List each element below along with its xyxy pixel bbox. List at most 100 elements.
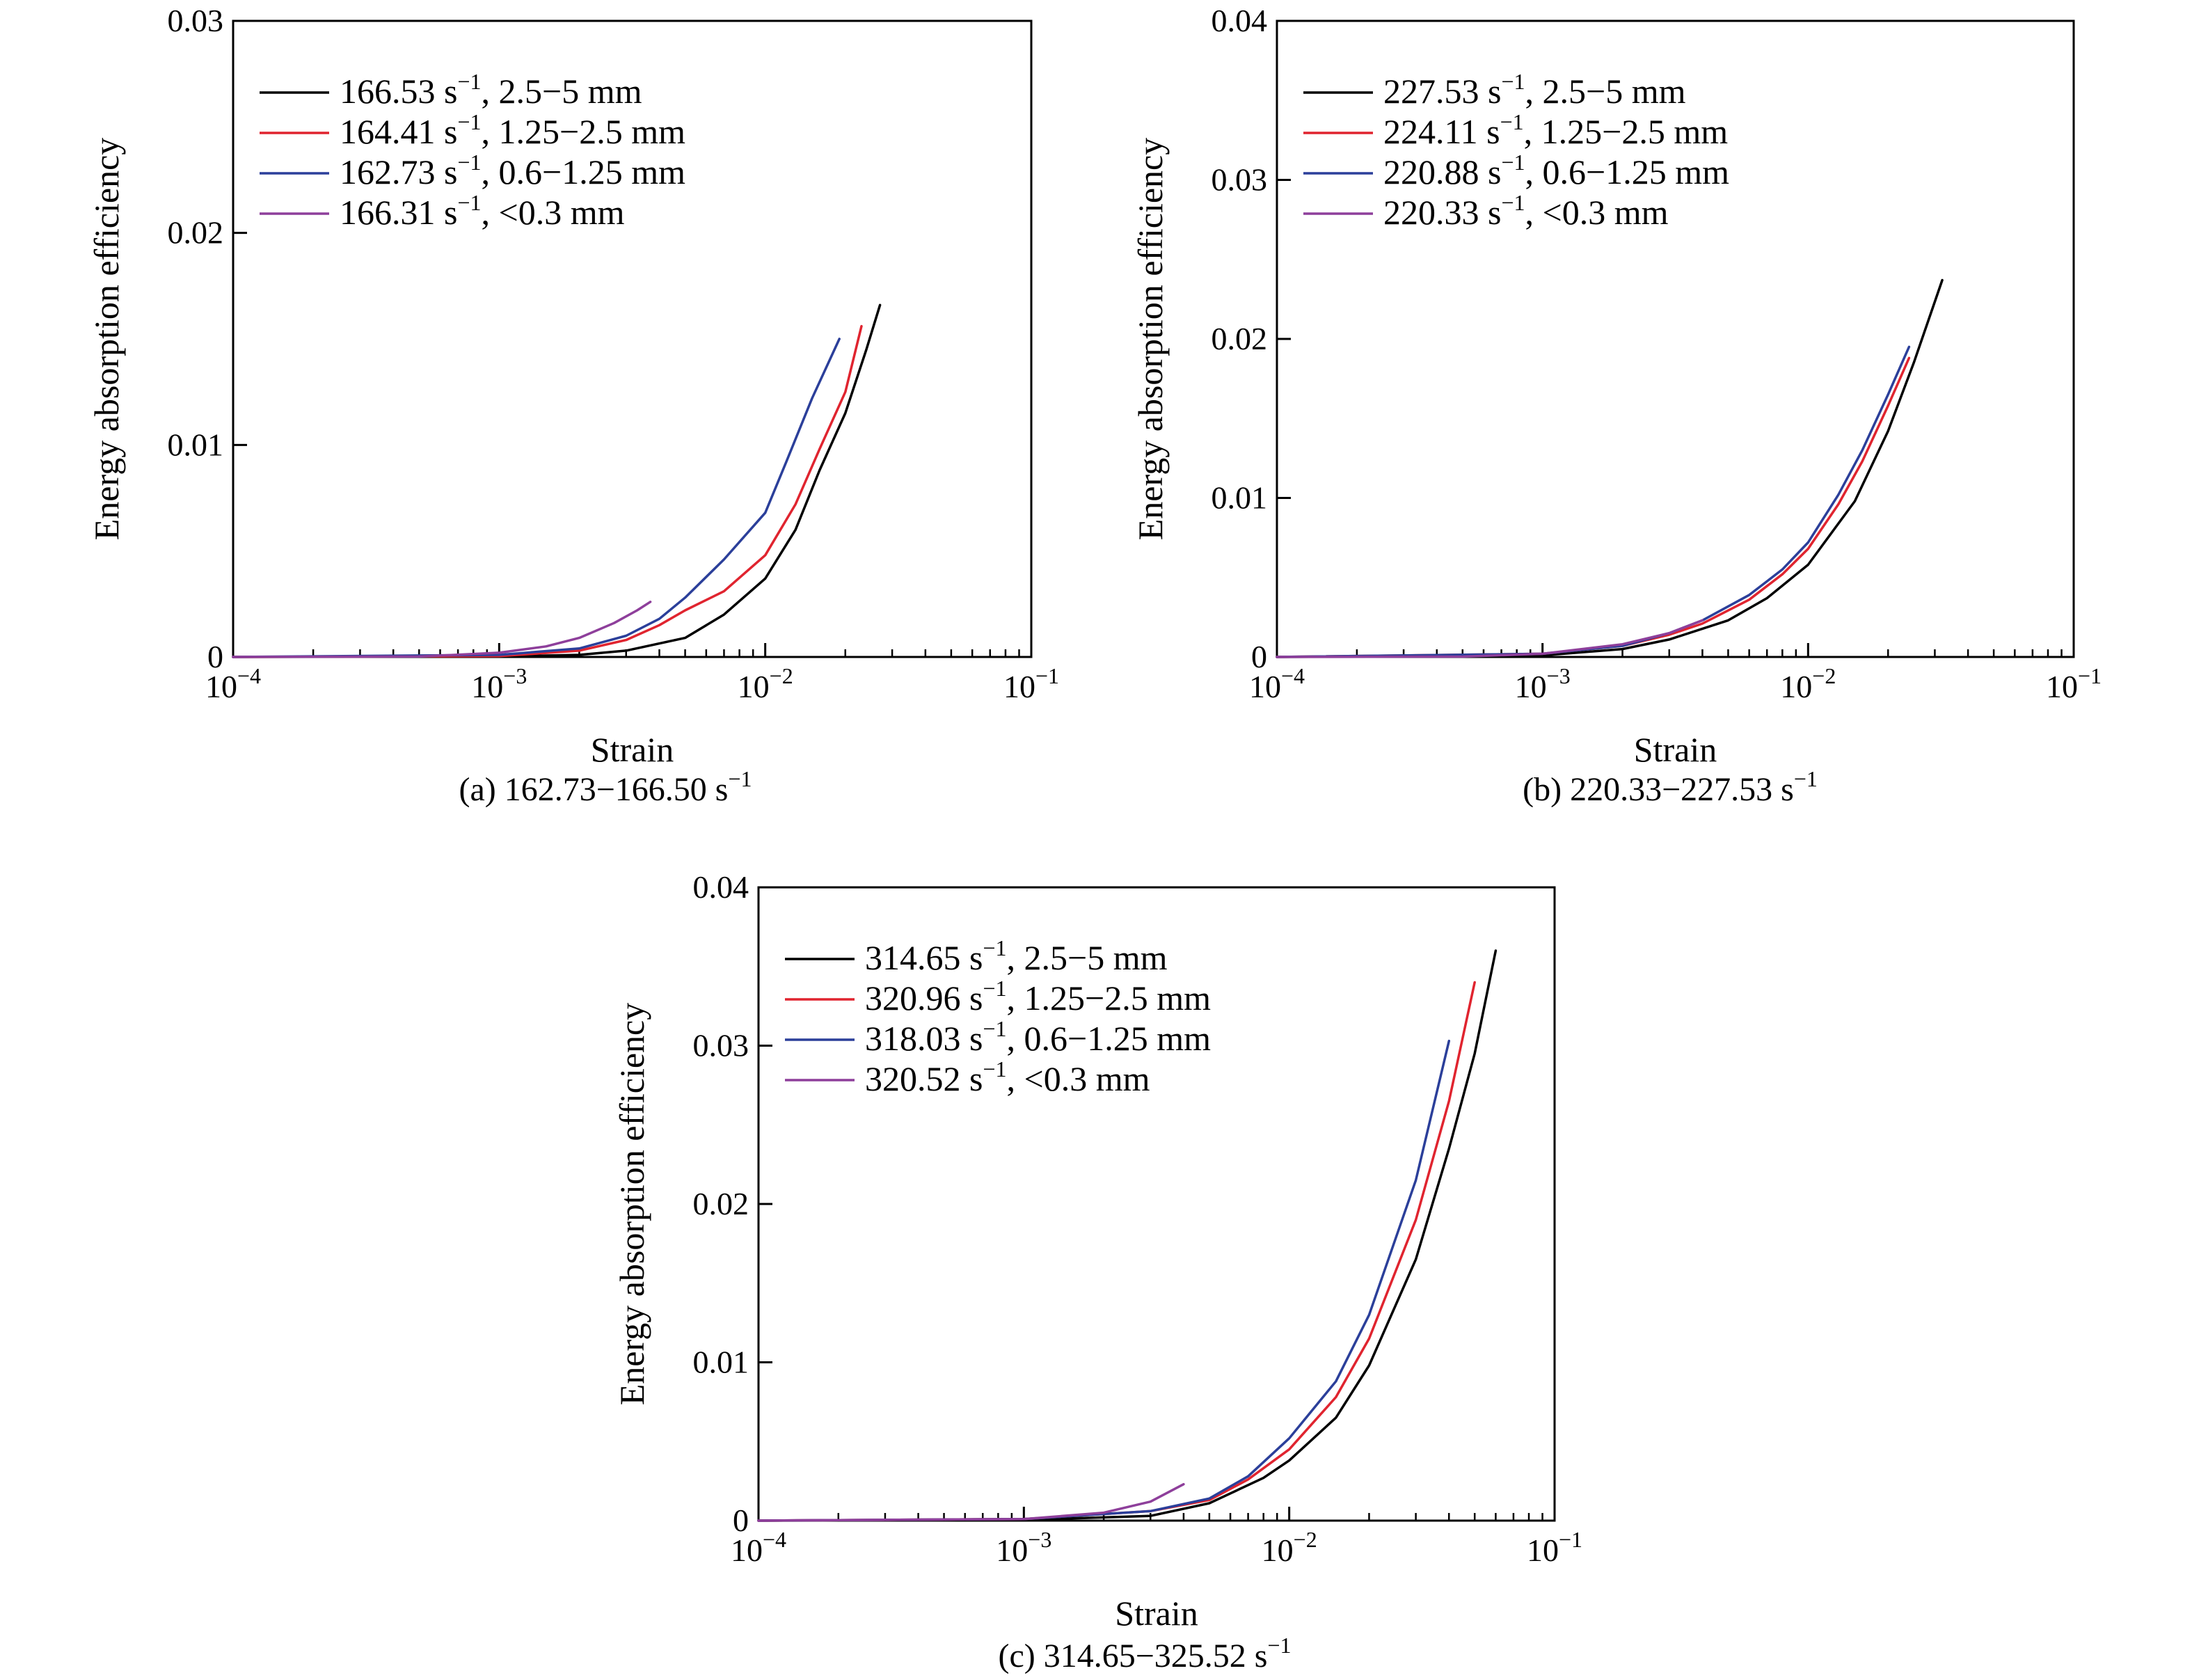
- y-tick-label: 0: [207, 639, 223, 674]
- caption-text: (a) 162.73−166.50 s: [459, 771, 728, 808]
- x-tick-base: 10: [1780, 669, 1812, 704]
- legend-entry-3: 220.33 s−1, <0.3 mm: [1383, 190, 1669, 232]
- legend-name: 318.03 s: [865, 1019, 983, 1058]
- x-tick-exponent: −3: [1547, 663, 1571, 688]
- series-line-3: [1276, 619, 1704, 658]
- legend-entry-0: 227.53 s−1, 2.5−5 mm: [1383, 69, 1686, 111]
- legend-tail: , 2.5−5 mm: [482, 72, 642, 111]
- legend-name: 166.53 s: [340, 72, 457, 111]
- x-tick-exponent: −4: [237, 663, 261, 688]
- x-tick-exponent: −2: [770, 663, 793, 688]
- chart-panel-0: 10−4 10−3 10−2 10−100.010.020.03StrainEnerg…: [87, 3, 1059, 808]
- x-tick-base: 10: [1515, 669, 1547, 704]
- legend-name: 220.33 s: [1383, 193, 1501, 232]
- y-tick-label: 0.04: [693, 869, 749, 905]
- legend-entry-1: 320.96 s−1, 1.25−2.5 mm: [865, 976, 1211, 1017]
- y-tick-label: 0.03: [693, 1028, 749, 1063]
- series-line-2: [232, 338, 841, 658]
- x-tick-exponent: −3: [1028, 1527, 1051, 1552]
- x-tick-label: 10−4: [1249, 663, 1305, 704]
- x-tick-base: 10: [1249, 669, 1281, 704]
- series-line-1: [1276, 356, 1911, 658]
- legend-tail: , 2.5−5 mm: [1525, 72, 1686, 111]
- x-axis-label: Strain: [1115, 1594, 1198, 1633]
- x-tick-base: 10: [731, 1532, 763, 1568]
- y-tick-label: 0.01: [168, 427, 224, 462]
- x-tick-label: 10−1: [1527, 1527, 1582, 1568]
- legend-sup: −1: [1501, 150, 1525, 175]
- legend-name: 320.96 s: [865, 978, 983, 1017]
- y-tick-label: 0.04: [1212, 3, 1268, 38]
- y-tick-label: 0.02: [168, 215, 224, 251]
- caption-sup: −1: [1794, 766, 1818, 791]
- legend-entry-0: 314.65 s−1, 2.5−5 mm: [865, 935, 1168, 977]
- x-tick-label: 10−1: [2046, 663, 2102, 704]
- legend-entry-2: 318.03 s−1, 0.6−1.25 mm: [865, 1016, 1211, 1058]
- legend-sup: −1: [983, 1056, 1006, 1081]
- series-line-0: [1276, 278, 1944, 658]
- x-tick-exponent: −4: [763, 1527, 786, 1552]
- y-axis-label: Energy absorption efficiency: [1131, 138, 1170, 541]
- panel-caption: (a) 162.73−166.50 s−1: [459, 766, 752, 808]
- legend-sup: −1: [1501, 69, 1525, 94]
- x-tick-exponent: −3: [503, 663, 527, 688]
- legend-tail: , 0.6−1.25 mm: [482, 152, 686, 191]
- legend-name: 164.41 s: [340, 112, 457, 151]
- x-tick-label: 10−4: [205, 663, 261, 704]
- legend-sup: −1: [457, 150, 481, 175]
- series-line-1: [232, 324, 863, 658]
- legend-tail: , 1.25−2.5 mm: [482, 112, 686, 151]
- legend-tail: , 0.6−1.25 mm: [1007, 1019, 1212, 1058]
- x-tick-label: 10−1: [1003, 663, 1059, 704]
- legend-name: 162.73 s: [340, 152, 457, 191]
- legend-tail: , 2.5−5 mm: [1007, 938, 1168, 977]
- series-line-3: [232, 601, 652, 658]
- legend-name: 227.53 s: [1383, 72, 1501, 111]
- x-tick-label: 10−3: [471, 663, 527, 704]
- panel-caption: (c) 314.65−325.52 s−1: [998, 1633, 1291, 1674]
- legend-sup: −1: [983, 976, 1006, 1001]
- x-tick-exponent: −1: [1035, 663, 1059, 688]
- series-line-3: [757, 1482, 1185, 1522]
- legend-entry-0: 166.53 s−1, 2.5−5 mm: [340, 69, 642, 111]
- x-tick-label: 10−2: [1262, 1527, 1317, 1568]
- legend-tail: , 1.25−2.5 mm: [1007, 978, 1212, 1017]
- y-tick-label: 0.01: [693, 1345, 749, 1380]
- y-tick-label: 0.02: [1212, 321, 1268, 356]
- x-tick-exponent: −1: [2078, 663, 2102, 688]
- legend-entry-2: 162.73 s−1, 0.6−1.25 mm: [340, 150, 685, 191]
- x-tick-base: 10: [1003, 669, 1035, 704]
- legend-entry-1: 224.11 s−1, 1.25−2.5 mm: [1383, 109, 1728, 151]
- x-axis-label: Strain: [1634, 730, 1717, 769]
- y-axis-label: Energy absorption efficiency: [87, 138, 126, 541]
- legend-entry-2: 220.88 s−1, 0.6−1.25 mm: [1383, 150, 1729, 191]
- legend-entry-1: 164.41 s−1, 1.25−2.5 mm: [340, 109, 685, 151]
- legend-sup: −1: [1501, 190, 1525, 215]
- legend-name: 320.52 s: [865, 1059, 983, 1098]
- series-line-2: [757, 1039, 1451, 1522]
- legend-entry-3: 166.31 s−1, <0.3 mm: [340, 190, 625, 232]
- caption-text: (c) 314.65−325.52 s: [998, 1638, 1267, 1674]
- x-tick-exponent: −1: [1559, 1527, 1582, 1552]
- x-tick-base: 10: [205, 669, 237, 704]
- legend-sup: −1: [1500, 109, 1524, 134]
- y-tick-label: 0.03: [1212, 162, 1268, 198]
- legend-tail: , 0.6−1.25 mm: [1525, 152, 1730, 191]
- x-tick-base: 10: [1527, 1532, 1559, 1568]
- x-tick-base: 10: [471, 669, 503, 704]
- chart-panel-2: 10−4 10−3 10−2 10−100.010.020.030.04StrainE…: [612, 869, 1582, 1674]
- chart-panel-1: 10−4 10−3 10−2 10−100.010.020.030.04StrainE…: [1131, 3, 2102, 808]
- legend-sup: −1: [457, 190, 481, 215]
- legend-name: 314.65 s: [865, 938, 983, 977]
- x-axis-label: Strain: [591, 730, 674, 769]
- x-tick-base: 10: [1262, 1532, 1294, 1568]
- x-tick-label: 10−4: [731, 1527, 786, 1568]
- x-tick-base: 10: [738, 669, 770, 704]
- caption-sup: −1: [728, 766, 752, 791]
- legend-name: 220.88 s: [1383, 152, 1501, 191]
- caption-sup: −1: [1267, 1633, 1291, 1658]
- x-tick-exponent: −4: [1281, 663, 1305, 688]
- legend-tail: , <0.3 mm: [482, 193, 625, 232]
- y-tick-label: 0.03: [168, 3, 224, 38]
